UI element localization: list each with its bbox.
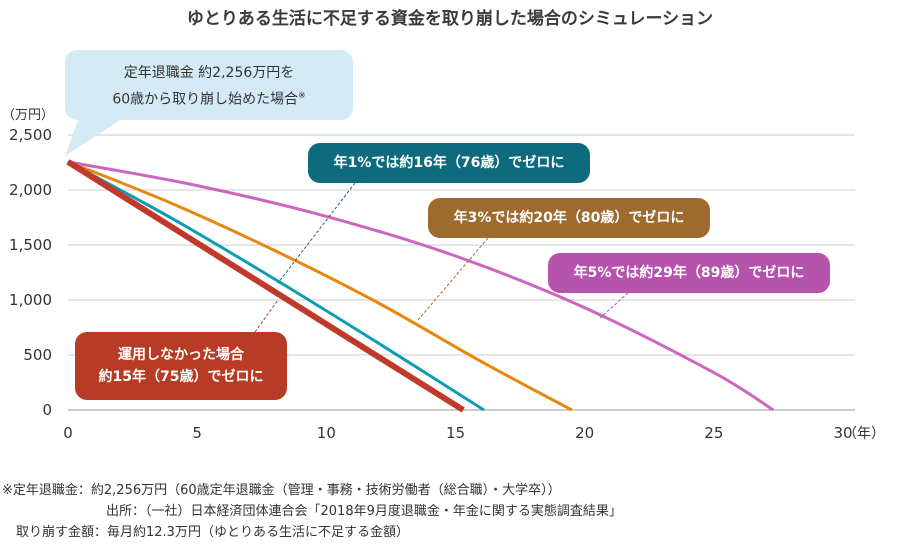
x-tick-label: 20 xyxy=(575,424,594,442)
callout-line2: 60歳から取り崩し始めた場合 xyxy=(112,91,299,108)
y-tick-label: 1,500 xyxy=(9,236,52,254)
leader-lines xyxy=(254,182,629,333)
callout-line1: 定年退職金 約2,256万円を xyxy=(123,65,295,81)
series-label-no-investment: 運用しなかった場合 約15年（75歳）でゼロに xyxy=(75,332,287,400)
x-tick-label: 30 xyxy=(833,424,852,442)
series-label-no-investment-line1: 運用しなかった場合 xyxy=(118,347,244,363)
y-tick-label: 1,000 xyxy=(9,291,52,309)
callout-mark: ※ xyxy=(298,91,306,101)
series-line-r5 xyxy=(67,160,775,412)
x-tick-label: 5 xyxy=(192,424,202,442)
series-line-r1 xyxy=(67,160,485,412)
leader-line-none xyxy=(254,299,279,333)
footnote-line2: 出所：（一社）日本経済団体連合会「2018年9月度退職金・年金に関する実態調査結… xyxy=(106,504,622,519)
callout-tail xyxy=(65,118,123,156)
y-tick-label: 2,000 xyxy=(9,181,52,199)
y-tick-label: 0 xyxy=(42,401,52,419)
series-label-1pct: 年1%では約16年（76歳）でゼロに xyxy=(308,143,590,183)
series-label-1pct-text: 年1%では約16年（76歳）でゼロに xyxy=(333,155,565,171)
grid xyxy=(68,134,855,356)
y-axis-label: （万円） xyxy=(2,108,54,123)
series-line-none xyxy=(66,159,465,413)
series-line-r3 xyxy=(67,160,573,412)
series-label-3pct-text: 年3%では約20年（80歳）でゼロに xyxy=(453,210,685,226)
series-label-no-investment-line2: 約15年（75歳）でゼロに xyxy=(98,369,264,385)
x-axis-label: （年） xyxy=(843,426,885,442)
condition-callout: 定年退職金 約2,256万円を 60歳から取り崩し始めた場合※ xyxy=(65,50,353,156)
x-tick-label: 15 xyxy=(446,424,465,442)
x-tick-label: 25 xyxy=(704,424,723,442)
x-tick-label: 0 xyxy=(63,424,73,442)
leader-line-r3 xyxy=(417,237,489,321)
axes: 0 500 1,000 1,500 2,000 2,500 （万円） 0 5 10 15 20 25 30… xyxy=(2,108,885,442)
footnote-line1: ※定年退職金：約2,256万円（60歳定年退職金（管理・事務・技術労働者（総合職… xyxy=(2,483,561,498)
series-label-5pct-text: 年5%では約29年（89歳）でゼロに xyxy=(573,265,805,281)
y-tick-label: 500 xyxy=(23,346,52,364)
series xyxy=(66,159,775,413)
leader-line-r1 xyxy=(277,182,356,284)
x-tick-label: 10 xyxy=(317,424,336,442)
series-label-3pct: 年3%では約20年（80歳）でゼロに xyxy=(428,198,710,238)
footnote-line3: 取り崩す金額：毎月約12.3万円（ゆとりある生活に不足する金額） xyxy=(16,525,409,540)
y-tick-label: 2,500 xyxy=(9,126,52,144)
series-label-5pct: 年5%では約29年（89歳）でゼロに xyxy=(548,253,830,293)
chart-title: ゆとりある生活に不足する資金を取り崩した場合のシミュレーション xyxy=(186,9,714,29)
leader-line-r5 xyxy=(599,292,629,319)
footnotes: ※定年退職金：約2,256万円（60歳定年退職金（管理・事務・技術労働者（総合職… xyxy=(2,480,622,543)
